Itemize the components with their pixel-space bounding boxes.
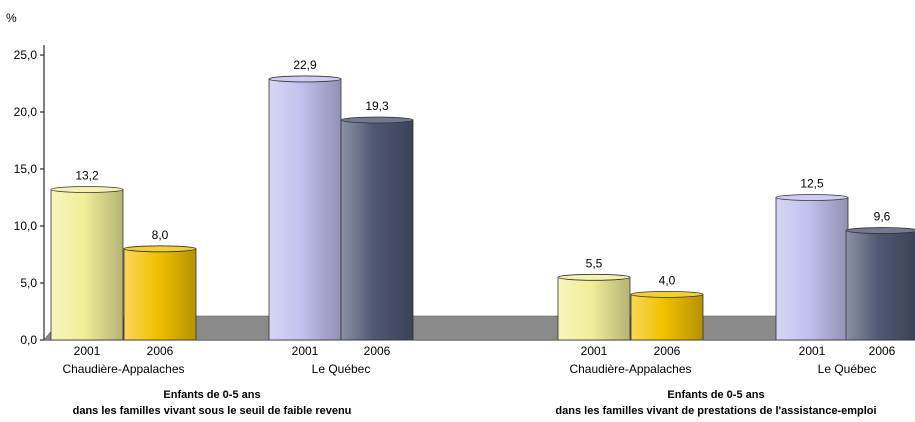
region-label: Le Québec [312,362,371,376]
bar-value-label: 19,3 [365,99,389,113]
cropped-title [590,0,915,20]
bar: 12,5 [775,177,849,341]
bar: 19,3 [340,99,414,341]
bar-body [630,293,704,341]
year-label: 2001 [74,344,101,358]
group-title-line1: Enfants de 0-5 ans [163,389,260,401]
year-label: 2006 [869,344,896,358]
bar-body [557,276,631,341]
bar: 4,0 [630,273,704,341]
bar-value-label: 5,5 [586,256,603,270]
bar-value-label: 8,0 [152,228,169,242]
bar-body [340,119,414,341]
group-title-line1: Enfants de 0-5 ans [667,389,764,401]
y-tick-label: 25,0 [14,48,38,62]
bar-body [123,248,197,341]
bar: 13,2 [50,169,124,341]
bar: 8,0 [123,228,197,341]
region-label: Chaudière-Appalaches [62,362,184,376]
bar-value-label: 22,9 [293,58,317,72]
bar: 22,9 [268,58,342,341]
y-axis-unit: % [6,11,17,25]
bar-cap [123,245,197,253]
group-title-line2: dans les familles vivant sous le seuil d… [73,405,352,417]
bar-cap [268,75,342,83]
bar-cap [340,116,414,124]
bar-body [845,230,915,341]
bar: 5,5 [557,256,631,341]
group-title-line2: dans les familles vivant de prestations … [555,405,876,417]
region-label: Le Québec [818,362,877,376]
bar: 9,6 [845,210,915,341]
bar-cap [845,227,915,234]
bars: 13,2 8,0 22,9 19,3 5,5 4,0 12,5 9,6 [50,58,915,341]
year-label: 2001 [799,344,826,358]
group-titles: Enfants de 0-5 ans dans les familles viva… [73,389,877,417]
bar-value-label: 12,5 [800,177,824,191]
y-tick-label: 15,0 [14,162,38,176]
year-label: 2006 [364,344,391,358]
year-label: 2006 [147,344,174,358]
bar-value-label: 13,2 [75,169,99,183]
bar-body [268,78,342,341]
region-label: Chaudière-Appalaches [569,362,691,376]
bar-value-label: 4,0 [659,273,676,287]
year-label: 2001 [581,344,608,358]
bar-value-label: 9,6 [874,210,891,224]
x-axis-labels: 2001 2006 Chaudière-Appalaches 2001 2006 Le Q… [62,344,895,376]
bar-cap [50,186,124,193]
year-label: 2001 [292,344,319,358]
bar-body [775,197,849,341]
y-tick-label: 10,0 [14,219,38,233]
bar-cap [775,194,849,201]
y-tick-label: 5,0 [20,276,37,290]
bar-body [50,189,124,341]
bar-cap [630,290,704,298]
bar-cap [557,273,631,281]
y-tick-label: 20,0 [14,105,38,119]
y-tick-label: 0,0 [20,333,37,347]
year-label: 2006 [654,344,681,358]
